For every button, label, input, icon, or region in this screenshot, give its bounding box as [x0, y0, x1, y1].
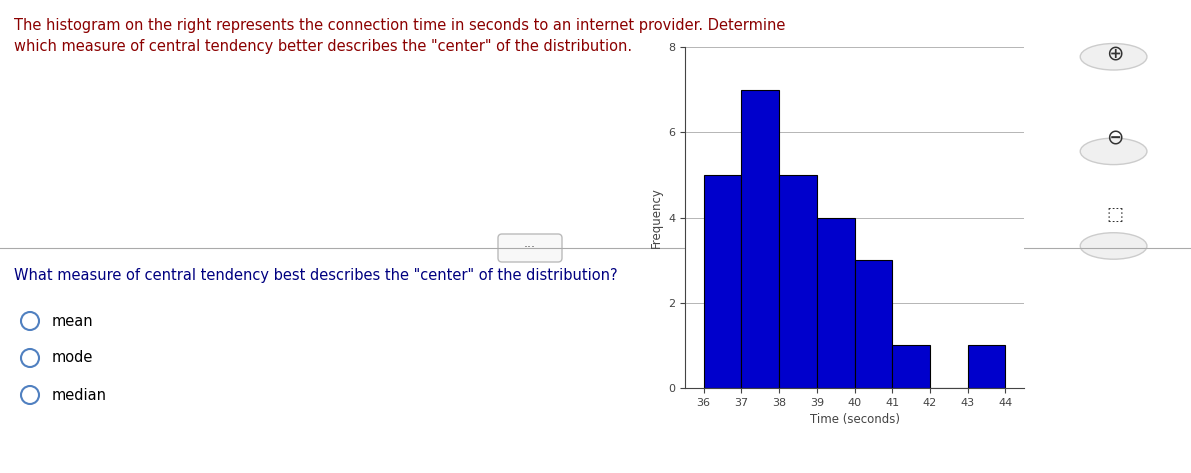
- Text: median: median: [52, 387, 107, 403]
- X-axis label: Time (seconds): Time (seconds): [810, 413, 899, 426]
- Text: ⬚: ⬚: [1106, 206, 1123, 224]
- Text: ···: ···: [524, 242, 536, 254]
- Text: ⊖: ⊖: [1106, 128, 1124, 148]
- Bar: [892, 345, 930, 388]
- Text: mode: mode: [52, 350, 93, 366]
- Y-axis label: Frequency: Frequency: [649, 187, 662, 248]
- FancyBboxPatch shape: [498, 234, 562, 262]
- Bar: [854, 260, 892, 388]
- Bar: [704, 175, 741, 388]
- Bar: [779, 175, 817, 388]
- Text: mean: mean: [52, 314, 94, 329]
- Text: What measure of central tendency best describes the "center" of the distribution: What measure of central tendency best de…: [14, 268, 618, 283]
- Bar: [817, 218, 855, 388]
- Bar: [967, 345, 1005, 388]
- Text: ⊕: ⊕: [1106, 43, 1124, 63]
- Text: The histogram on the right represents the connection time in seconds to an inter: The histogram on the right represents th…: [14, 18, 785, 54]
- Bar: [741, 90, 779, 388]
